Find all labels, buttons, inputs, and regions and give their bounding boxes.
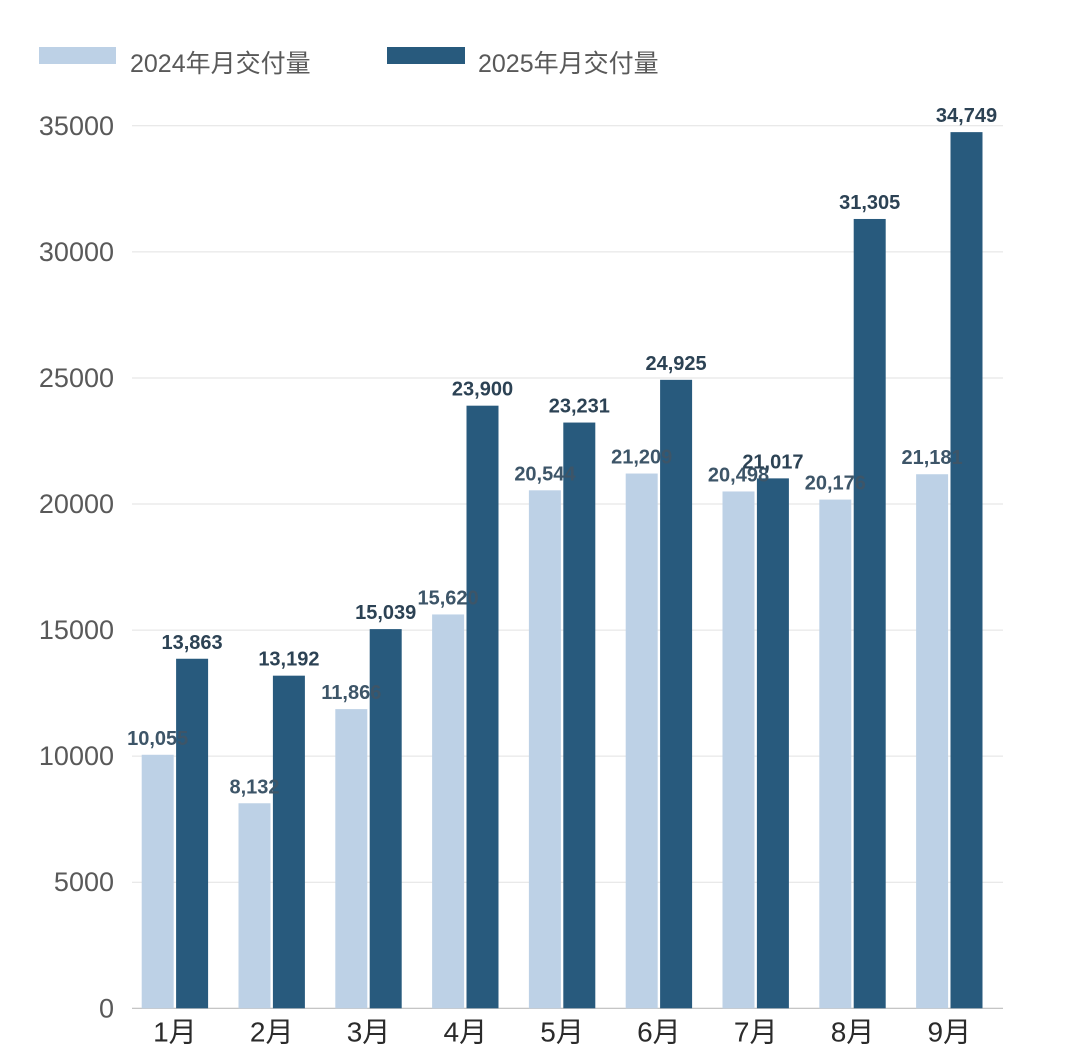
svg-text:5000: 5000 [54, 867, 114, 897]
svg-text:31,305: 31,305 [839, 192, 900, 214]
svg-text:23,900: 23,900 [452, 379, 513, 401]
svg-text:21,209: 21,209 [611, 447, 672, 469]
svg-text:24,925: 24,925 [646, 353, 707, 375]
svg-text:7月: 7月 [734, 1016, 778, 1047]
svg-text:15,039: 15,039 [355, 602, 416, 624]
svg-text:6月: 6月 [637, 1016, 681, 1047]
svg-text:20000: 20000 [39, 489, 114, 519]
svg-text:13,863: 13,863 [162, 632, 223, 654]
svg-text:20,176: 20,176 [805, 473, 866, 495]
svg-text:13,192: 13,192 [258, 649, 319, 671]
svg-text:15,620: 15,620 [418, 587, 479, 609]
svg-text:8月: 8月 [831, 1016, 875, 1047]
svg-text:4月: 4月 [444, 1016, 488, 1047]
svg-text:35000: 35000 [39, 111, 114, 141]
svg-text:21,017: 21,017 [742, 451, 803, 473]
svg-text:15000: 15000 [39, 615, 114, 645]
svg-text:5月: 5月 [540, 1016, 584, 1047]
svg-text:0: 0 [99, 993, 114, 1023]
svg-text:34,749: 34,749 [936, 105, 997, 127]
svg-text:10000: 10000 [39, 741, 114, 771]
svg-text:3月: 3月 [347, 1016, 391, 1047]
svg-text:20,544: 20,544 [514, 463, 576, 485]
svg-text:8,132: 8,132 [229, 776, 279, 798]
svg-text:23,231: 23,231 [549, 396, 610, 418]
svg-text:10,055: 10,055 [127, 728, 188, 750]
svg-text:2月: 2月 [250, 1016, 294, 1047]
svg-text:1月: 1月 [153, 1016, 197, 1047]
svg-text:11,866: 11,866 [321, 682, 381, 704]
svg-text:30000: 30000 [39, 237, 114, 267]
svg-text:9月: 9月 [928, 1016, 972, 1047]
svg-text:21,181: 21,181 [902, 447, 963, 469]
svg-text:25000: 25000 [39, 363, 114, 393]
